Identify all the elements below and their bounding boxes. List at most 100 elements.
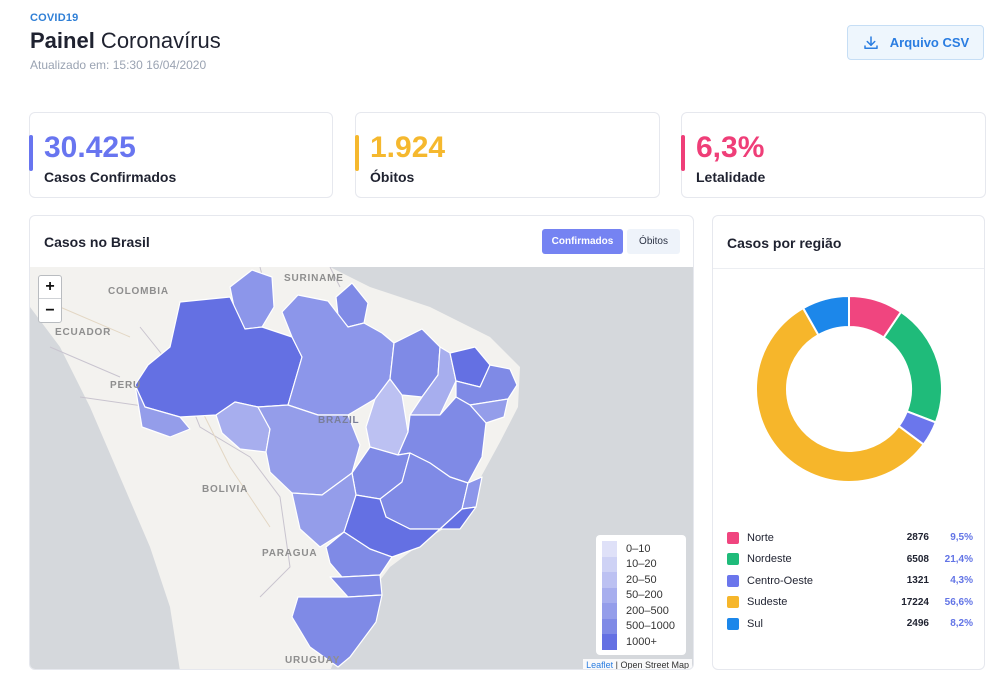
region-name: Norte xyxy=(747,531,774,544)
toggle-deaths[interactable]: Óbitos xyxy=(627,229,680,254)
legend-swatch xyxy=(602,572,617,588)
legend-label: 20–50 xyxy=(626,573,657,586)
region-legend: Norte 2876 9,5% Nordeste 6508 21,4% Centro-Oes… xyxy=(727,527,973,635)
stat-card-deaths: 1.924 Óbitos xyxy=(355,112,660,198)
region-panel-header xyxy=(713,216,984,269)
map-attribution: Leaflet | Open Street Map xyxy=(583,659,692,670)
state-parana xyxy=(325,531,393,578)
map-panel: Casos no Brasil Confirmados Óbitos xyxy=(29,215,694,670)
region-row: Sul 2496 8,2% xyxy=(727,613,973,635)
stat-card-confirmed: 30.425 Casos Confirmados xyxy=(29,112,333,198)
legend-label: 1000+ xyxy=(626,635,657,648)
region-row: Sudeste 17224 56,6% xyxy=(727,592,973,614)
region-panel: Casos por região Norte 2876 9,5% Nordeste 65… xyxy=(712,215,985,670)
region-swatch xyxy=(727,596,739,609)
label-ecuador: ECUADOR xyxy=(55,327,112,338)
legend-item: 200–500 xyxy=(602,603,680,619)
page-title-bold: Painel xyxy=(30,28,95,53)
stat-accent-bar xyxy=(355,135,359,171)
region-name: Nordeste xyxy=(747,553,792,566)
legend-label: 500–1000 xyxy=(626,620,675,633)
label-uruguay: URUGUAY xyxy=(285,655,341,666)
map-title: Casos no Brasil xyxy=(44,234,150,250)
state-rio-de-janeiro xyxy=(439,506,477,530)
region-name: Sudeste xyxy=(747,596,788,609)
region-swatch xyxy=(727,553,739,566)
stat-label: Casos Confirmados xyxy=(44,169,177,185)
region-count: 17224 xyxy=(901,596,929,608)
zoom-in-button[interactable]: + xyxy=(39,276,61,299)
region-count: 1321 xyxy=(906,575,929,587)
donut-slice-nordeste[interactable] xyxy=(882,310,943,424)
donut-slice-sudeste[interactable] xyxy=(755,306,925,483)
stat-accent-bar xyxy=(681,135,685,171)
stat-card-lethality: 6,3% Letalidade xyxy=(681,112,986,198)
brazil-map[interactable]: SURINAME COLOMBIA ECUADOR PERU BRAZIL BO… xyxy=(30,267,693,670)
stat-accent-bar xyxy=(29,135,33,171)
region-swatch xyxy=(727,617,739,630)
page-header: COVID19 Painel Coronavírus Atualizado em… xyxy=(30,12,221,72)
region-row: Norte 2876 9,5% xyxy=(727,527,973,549)
legend-item: 20–50 xyxy=(602,572,680,588)
region-percent: 56,6% xyxy=(944,596,973,608)
stat-value: 6,3% xyxy=(696,131,765,164)
leaflet-link[interactable]: Leaflet xyxy=(586,660,614,670)
download-csv-button[interactable]: Arquivo CSV xyxy=(847,25,984,60)
legend-label: 200–500 xyxy=(626,604,669,617)
zoom-control: + − xyxy=(38,275,62,323)
legend-item: 1000+ xyxy=(602,634,680,650)
label-bolivia: BOLIVIA xyxy=(202,484,249,495)
region-percent: 4,3% xyxy=(950,575,973,587)
country-borders xyxy=(49,267,341,598)
legend-swatch xyxy=(602,603,617,619)
download-csv-label: Arquivo CSV xyxy=(889,35,970,50)
legend-swatch xyxy=(602,587,617,603)
legend-item: 10–20 xyxy=(602,556,680,572)
stat-value: 1.924 xyxy=(370,131,446,164)
legend-item: 0–10 xyxy=(602,541,680,557)
region-row: Nordeste 6508 21,4% xyxy=(727,549,973,571)
legend-swatch xyxy=(602,541,617,557)
legend-label: 0–10 xyxy=(626,542,651,555)
region-donut-chart xyxy=(755,294,943,483)
label-suriname: SURINAME xyxy=(284,273,344,284)
region-swatch xyxy=(727,574,739,587)
stat-label: Óbitos xyxy=(370,169,415,185)
state-rio-grande-sul xyxy=(291,594,383,668)
label-paraguay: PARAGUA xyxy=(262,548,318,559)
download-icon xyxy=(864,35,878,49)
updated-label: Atualizado em: xyxy=(30,58,110,72)
osm-credit: | Open Street Map xyxy=(613,660,689,670)
region-name: Centro-Oeste xyxy=(747,574,814,587)
region-percent: 21,4% xyxy=(944,553,973,565)
legend-swatch xyxy=(602,556,617,572)
updated-timestamp: Atualizado em: 15:30 16/04/2020 xyxy=(30,58,221,72)
stat-label: Letalidade xyxy=(696,169,766,185)
zoom-out-button[interactable]: − xyxy=(45,301,55,319)
donut-slice-sul[interactable] xyxy=(801,294,850,337)
label-peru: PERU xyxy=(110,380,141,391)
region-count: 2496 xyxy=(906,618,929,630)
page-title-rest: Coronavírus xyxy=(94,28,221,53)
stat-value: 30.425 xyxy=(44,131,136,164)
map-legend: 0–10 10–20 20–50 50–200 200–500 500–1000… xyxy=(596,535,686,655)
state-santa-catarina xyxy=(329,574,383,598)
legend-swatch xyxy=(602,634,617,650)
label-brazil: BRAZIL xyxy=(318,415,360,426)
state-piaui xyxy=(409,346,457,416)
toggle-confirmed[interactable]: Confirmados xyxy=(542,229,623,254)
region-name: Sul xyxy=(747,617,763,630)
region-row: Centro-Oeste 1321 4,3% xyxy=(727,570,973,592)
region-percent: 8,2% xyxy=(950,618,973,630)
app-kicker: COVID19 xyxy=(30,12,79,24)
legend-label: 10–20 xyxy=(626,558,657,571)
legend-item: 50–200 xyxy=(602,587,680,603)
label-colombia: COLOMBIA xyxy=(108,286,169,297)
page-title: Painel Coronavírus xyxy=(30,28,221,54)
legend-item: 500–1000 xyxy=(602,618,680,634)
region-percent: 9,5% xyxy=(950,532,973,544)
region-count: 2876 xyxy=(906,532,929,544)
legend-swatch xyxy=(602,618,617,634)
legend-label: 50–200 xyxy=(626,589,663,602)
state-acre xyxy=(134,384,191,438)
